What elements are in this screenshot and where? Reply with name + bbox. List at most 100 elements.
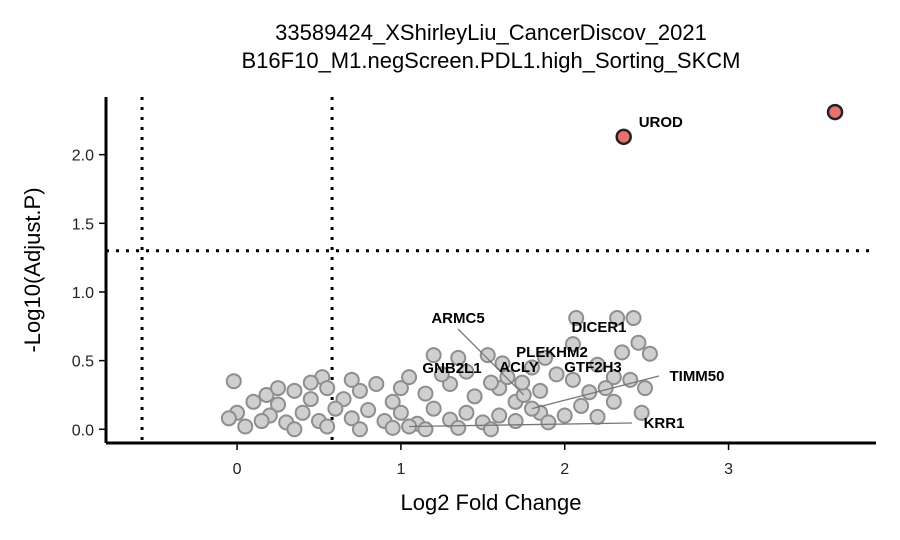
point-23 xyxy=(548,366,565,383)
leader-line-8 xyxy=(531,375,660,410)
point-63 xyxy=(286,421,303,438)
significant-point-1 xyxy=(826,103,844,121)
x-axis-ticks: 0 1 2 3 xyxy=(233,443,733,478)
leader-line-9 xyxy=(409,422,633,428)
point-75 xyxy=(499,369,516,386)
point-66 xyxy=(384,419,401,436)
point-73 xyxy=(401,369,418,386)
point-18 xyxy=(637,380,653,397)
x-axis-title: Log2 Fold Change xyxy=(400,490,581,515)
point-41 xyxy=(237,418,254,435)
gene-label-acly: ACLY xyxy=(499,359,538,376)
point-65 xyxy=(351,421,368,438)
y-tick-label-0: 0.0 xyxy=(72,422,94,439)
point-17 xyxy=(605,369,622,386)
point-1 xyxy=(258,386,275,403)
point-5 xyxy=(450,349,467,366)
point-0 xyxy=(225,373,242,390)
point-3 xyxy=(368,375,385,392)
gene-label-dicer1: DICER1 xyxy=(571,319,626,336)
y-tick-label-3: 1.5 xyxy=(72,216,94,233)
y-tick-label-1: 0.5 xyxy=(72,354,94,371)
point-61 xyxy=(589,408,606,425)
leader-line-2 xyxy=(457,328,525,396)
point-11 xyxy=(568,310,585,327)
point-48 xyxy=(360,402,377,419)
point-47 xyxy=(343,410,360,427)
point-32 xyxy=(351,382,368,399)
labeled-point-1 xyxy=(614,344,631,361)
point-22 xyxy=(556,407,573,424)
point-12 xyxy=(609,310,626,327)
point-69 xyxy=(483,421,499,438)
gene-label-krr1: KRR1 xyxy=(644,415,685,432)
labeled-point-4 xyxy=(514,374,531,391)
y-axis-title: -Log10(Adjust.P) xyxy=(20,187,45,352)
point-72 xyxy=(343,371,360,388)
point-57 xyxy=(507,413,524,430)
x-tick-label-1: 1 xyxy=(396,461,405,478)
point-64 xyxy=(319,418,336,435)
significant-points xyxy=(615,103,844,146)
chart-title: 33589424_XShirleyLiu_CancerDiscov_2021 xyxy=(275,20,707,45)
point-71 xyxy=(302,374,319,391)
threshold-lines xyxy=(106,97,876,443)
labeled-point-2 xyxy=(523,359,540,376)
labeled-point-5 xyxy=(564,371,581,388)
y-axis-ticks: 0.0 0.5 1.0 1.5 2.0 xyxy=(72,148,106,439)
point-20 xyxy=(605,393,622,410)
point-37 xyxy=(270,396,287,413)
x-tick-label-0: 0 xyxy=(233,461,242,478)
point-59 xyxy=(540,414,557,431)
point-62 xyxy=(253,413,270,430)
gene-label-gnb2l1: GNB2L1 xyxy=(422,360,481,377)
point-74 xyxy=(433,366,450,383)
point-68 xyxy=(450,419,467,436)
y-tick-label-2: 1.0 xyxy=(72,285,94,302)
point-19 xyxy=(633,404,650,421)
point-77 xyxy=(622,371,639,388)
point-60 xyxy=(573,397,590,414)
gene-label-armc5: ARMC5 xyxy=(431,310,484,327)
point-16 xyxy=(589,356,606,373)
point-52 xyxy=(425,400,442,417)
gene-label-plekhm2: PLEKHM2 xyxy=(516,344,588,361)
point-4 xyxy=(425,347,442,364)
label-leader-lines xyxy=(409,328,660,428)
point-54 xyxy=(458,404,475,421)
point-13 xyxy=(625,310,642,327)
labeled-point-3 xyxy=(483,374,499,391)
point-15 xyxy=(641,345,658,362)
point-14 xyxy=(630,334,647,351)
point-9 xyxy=(537,349,554,366)
point-56 xyxy=(491,407,508,424)
point-36 xyxy=(286,382,303,399)
gene-labels: UROD ARMC5 DICER1 PLEKHM2 GNB2L1 ACLY GTF2H3 TI… xyxy=(422,114,724,432)
point-8 xyxy=(494,355,511,372)
point-24 xyxy=(532,382,549,399)
gene-label-timm50: TIMM50 xyxy=(669,368,724,385)
point-29 xyxy=(417,385,434,402)
point-70 xyxy=(270,380,287,397)
gene-label-urod: UROD xyxy=(639,114,683,131)
gene-label-gtf2h3: GTF2H3 xyxy=(564,359,622,376)
point-38 xyxy=(245,393,262,410)
point-35 xyxy=(302,391,319,408)
point-44 xyxy=(294,404,311,421)
point-7 xyxy=(458,363,475,380)
point-46 xyxy=(327,400,344,417)
point-6 xyxy=(479,347,496,364)
point-50 xyxy=(392,404,409,421)
chart-subtitle: B16F10_M1.negScreen.PDL1.high_Sorting_SK… xyxy=(242,48,741,73)
point-31 xyxy=(384,393,401,410)
point-40 xyxy=(220,410,237,427)
x-tick-label-2: 2 xyxy=(560,461,569,478)
significant-point-0 xyxy=(615,128,632,146)
point-30 xyxy=(392,380,409,397)
point-10 xyxy=(564,336,581,353)
point-34 xyxy=(319,380,336,397)
point-67 xyxy=(417,421,434,438)
y-tick-label-4: 2.0 xyxy=(72,148,94,165)
x-tick-label-3: 3 xyxy=(724,461,733,478)
